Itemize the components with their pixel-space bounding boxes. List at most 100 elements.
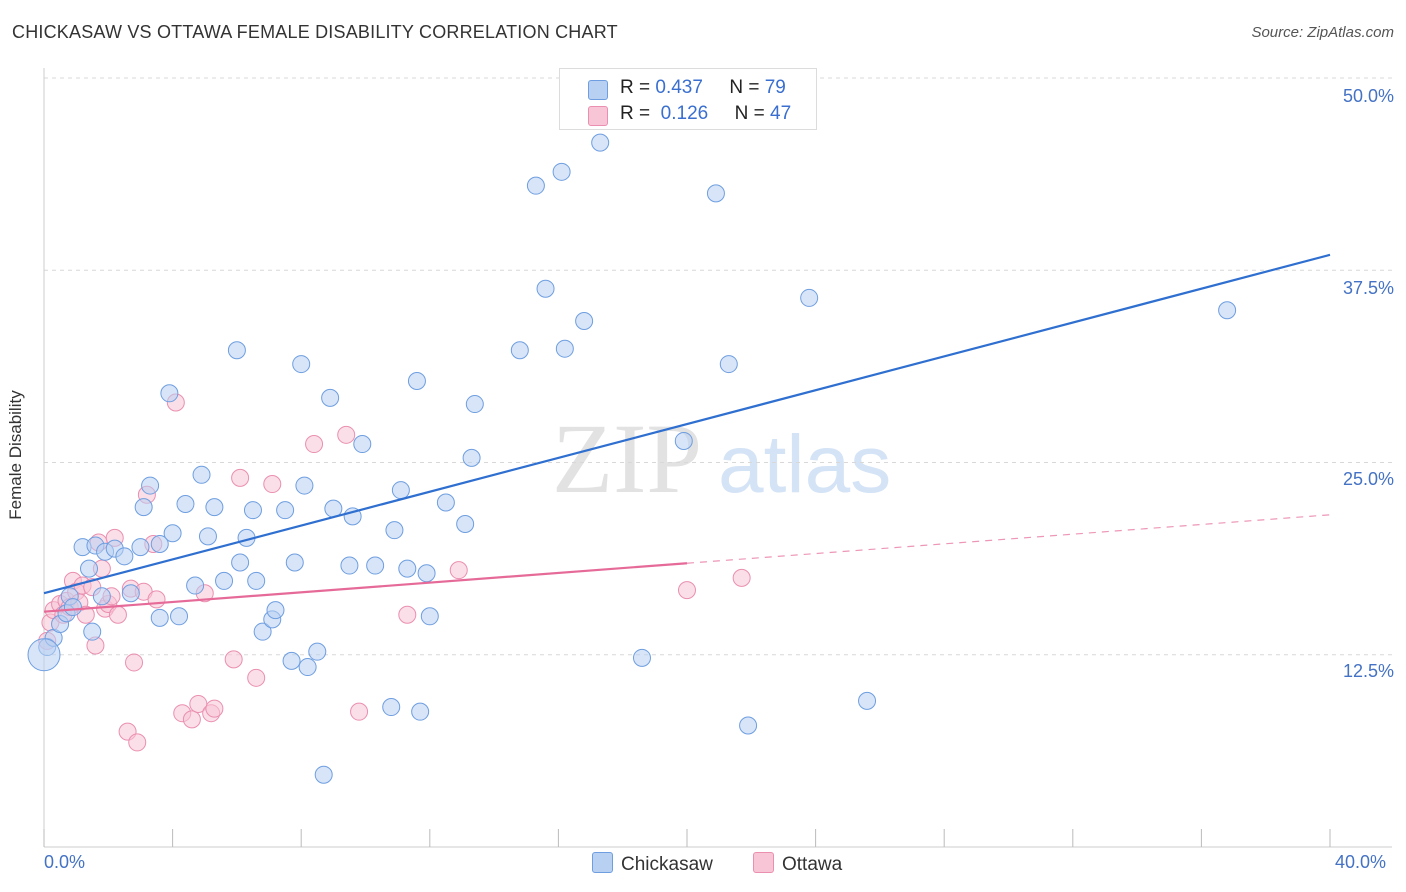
bottom-legend-label: Chickasaw (621, 854, 713, 875)
chickasaw-point (131, 538, 150, 557)
legend-swatch-blue (588, 80, 608, 100)
chickasaw-point (366, 556, 385, 575)
chickasaw-points (27, 133, 1237, 784)
chickasaw-point (719, 355, 738, 374)
ottawa-point (147, 590, 166, 609)
ottawa-point (108, 605, 127, 624)
legend-swatch-pink (588, 106, 608, 126)
chickasaw-point (739, 716, 758, 735)
chickasaw-point (231, 553, 250, 572)
chickasaw-point (227, 341, 246, 360)
chickasaw-point (382, 698, 401, 717)
chickasaw-point (340, 556, 359, 575)
chickasaw-point (706, 184, 725, 203)
ottawa-trend-line-dashed (686, 514, 1331, 564)
chickasaw-point (63, 598, 82, 617)
chickasaw-point (420, 607, 439, 626)
watermark-atlas: atlas (718, 419, 891, 510)
chickasaw-point (170, 607, 189, 626)
bottom-legend-label: Ottawa (782, 854, 843, 875)
y-tick-12-5: 12.5% (1342, 661, 1394, 681)
legend-r-label: R = (620, 77, 651, 98)
chickasaw-point (398, 559, 417, 578)
chickasaw-point (407, 371, 426, 390)
chickasaw-point (510, 341, 529, 360)
chickasaw-point (295, 476, 314, 495)
chickasaw-point (276, 501, 295, 520)
ottawa-point (224, 650, 243, 669)
chickasaw-trend-line (43, 253, 1331, 595)
chickasaw-point (115, 547, 134, 566)
chickasaw-point (674, 431, 693, 450)
chickasaw-point (436, 493, 455, 512)
chickasaw-point (176, 495, 195, 514)
ottawa-point (398, 605, 417, 624)
chickasaw-point (150, 608, 169, 627)
bottom-legend-swatch-blue (592, 852, 613, 873)
chickasaw-point (92, 587, 111, 606)
chickasaw-point (800, 288, 819, 307)
chickasaw-point (266, 601, 285, 620)
chickasaw-point (205, 498, 224, 517)
legend-n-label: N = (734, 103, 765, 124)
y-tick-50: 50.0% (1342, 86, 1394, 106)
source-label: Source: ZipAtlas.com (1251, 24, 1394, 41)
chickasaw-point (308, 642, 327, 661)
chickasaw-point (353, 435, 372, 454)
chickasaw-point (591, 133, 610, 152)
chickasaw-point (285, 553, 304, 572)
chickasaw-point (243, 501, 262, 520)
chickasaw-point (247, 571, 266, 590)
legend-n-value: 79 (764, 77, 786, 98)
ottawa-point (305, 435, 324, 454)
chickasaw-point (80, 559, 99, 578)
chickasaw-point (192, 465, 211, 484)
chickasaw-point (150, 535, 169, 554)
chickasaw-point (526, 176, 545, 195)
chickasaw-point (632, 648, 651, 667)
bottom-legend-chickasaw: Chickasaw (592, 852, 713, 876)
watermark: ZIP atlas (552, 403, 891, 514)
x-tick-min: 0.0% (44, 852, 86, 872)
trend-lines (43, 253, 1331, 613)
legend-n-value: 47 (770, 103, 792, 124)
chickasaw-point (198, 527, 217, 546)
chickasaw-point (456, 515, 475, 534)
chickasaw-point (1218, 301, 1237, 320)
chickasaw-point (314, 765, 333, 784)
ottawa-point (205, 699, 224, 718)
chickasaw-point (575, 312, 594, 331)
chickasaw-point (858, 691, 877, 710)
stats-legend: R = 0.437 N = 79 R = 0.126 N = 47 (559, 68, 817, 130)
chickasaw-point (462, 448, 481, 467)
legend-n-label: N = (729, 77, 760, 98)
watermark-zip: ZIP (552, 403, 702, 514)
ottawa-point (125, 653, 144, 672)
bottom-legend-ottawa: Ottawa (753, 852, 842, 876)
chickasaw-point (215, 571, 234, 590)
chickasaw-point (391, 481, 410, 500)
ottawa-trend-line (43, 562, 688, 613)
chickasaw-point (282, 651, 301, 670)
chickasaw-point (298, 658, 317, 677)
legend-r-value: 0.126 (660, 103, 709, 124)
chickasaw-point (385, 521, 404, 540)
chickasaw-point (141, 476, 160, 495)
legend-r-value: 0.437 (655, 77, 703, 98)
axes (43, 68, 1392, 848)
chickasaw-point (411, 702, 430, 721)
ottawa-point (182, 710, 201, 729)
ottawa-point (231, 468, 250, 487)
chickasaw-point (552, 162, 571, 181)
chickasaw-point (253, 622, 272, 641)
y-tick-25: 25.0% (1342, 469, 1394, 489)
chickasaw-point (163, 524, 182, 543)
ottawa-point (678, 581, 696, 600)
chickasaw-point (292, 355, 311, 374)
chart-title: CHICKASAW VS OTTAWA FEMALE DISABILITY CO… (12, 22, 618, 42)
ottawa-point (350, 702, 369, 721)
chickasaw-point (83, 622, 102, 641)
ottawa-point (732, 568, 751, 587)
ottawa-point (247, 668, 266, 687)
